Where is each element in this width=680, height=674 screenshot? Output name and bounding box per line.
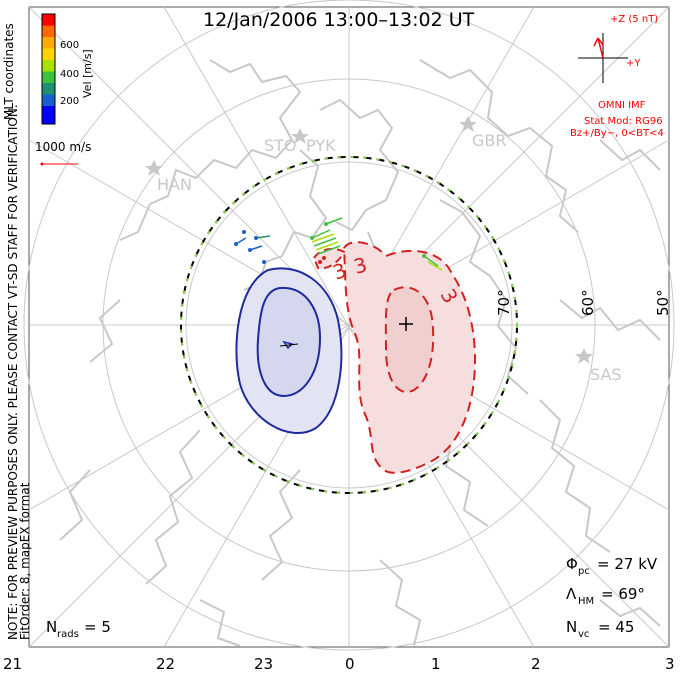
stat-phi-pc: Φ pc = 27 kV <box>566 555 658 577</box>
vector <box>311 229 331 239</box>
station-star-sto <box>291 128 309 144</box>
negative-potential-cell <box>235 267 343 434</box>
latitude-label-60: 60° <box>579 289 597 316</box>
vector <box>255 235 271 239</box>
stat-n-rads: N rads = 5 <box>46 618 111 640</box>
colorbar-label: Vel [m/s] <box>81 49 94 98</box>
vector <box>311 233 335 243</box>
imf-z-label: +Z (5 nT) <box>610 14 658 25</box>
imf-y-label: +Y <box>626 58 641 69</box>
imf-condition: Bz+/By−, 0<BT<4 <box>570 128 664 139</box>
imf-clock: +Z (5 nT) +Y OMNI IMF Stat Mod: RG96 Bz+… <box>570 14 664 139</box>
stat-n-vc-sub: vc <box>578 629 589 640</box>
stat-lambda-hm: Λ HM = 69° <box>566 585 645 607</box>
vector <box>427 261 443 271</box>
vector-dot <box>234 242 238 246</box>
mlt-label-0: 0 <box>345 655 355 673</box>
stat-n-vc: N vc = 45 <box>566 618 634 640</box>
vector <box>325 217 343 225</box>
stat-phi-pc-symbol: Φ <box>566 555 578 573</box>
vector-dot <box>322 256 326 260</box>
station-label-sas: SAS <box>590 365 622 384</box>
stat-lambda-hm-sub: HM <box>578 596 594 607</box>
vector-dot <box>262 260 266 264</box>
stat-n-rads-value: = 5 <box>84 618 111 636</box>
station-star-sas <box>575 348 593 364</box>
mlt-label-1: 1 <box>431 655 441 673</box>
imf-model: Stat Mod: RG96 <box>584 116 663 127</box>
mlt-axis: 21 22 23 0 1 2 3 <box>3 655 675 673</box>
vector-dot <box>324 222 328 226</box>
latitude-label-70: 70° <box>495 289 513 316</box>
preview-note: NOTE: FOR PREVIEW PURPOSES ONLY. PLEASE … <box>6 104 20 640</box>
vector-dot <box>318 260 322 264</box>
station-markers <box>145 116 593 364</box>
stat-phi-pc-sub: pc <box>578 566 590 577</box>
imf-vector <box>597 37 604 59</box>
map-title: 12/Jan/2006 13:00–13:02 UT <box>203 9 475 31</box>
positive-cell-inner <box>384 286 435 393</box>
vector-dot <box>242 230 246 234</box>
colorbar-tick-600: 600 <box>60 40 79 51</box>
latitude-label-50: 50° <box>654 289 672 316</box>
stat-lambda-hm-symbol: Λ <box>566 585 577 603</box>
vector <box>313 237 337 247</box>
stat-n-vc-value: = 45 <box>598 618 634 636</box>
mlt-label-23: 23 <box>254 655 273 673</box>
negative-cell-center <box>279 343 299 347</box>
hm-boundary-green <box>180 156 518 494</box>
positive-potential-cell: 3 3 3 <box>312 241 477 474</box>
grid <box>23 0 675 651</box>
stat-n-rads-symbol: N <box>46 618 57 636</box>
vector-dot <box>254 236 258 240</box>
positive-cell-small <box>312 247 346 270</box>
scale-vector <box>40 162 78 166</box>
vector-origins <box>234 222 426 264</box>
station-star-gbr <box>459 116 477 132</box>
vector <box>315 241 339 251</box>
station-star-han <box>145 160 163 176</box>
station-label-han: HAN <box>157 175 192 194</box>
station-labels: HAN STO PYK GBR SAS <box>157 131 622 384</box>
vector-dot <box>248 248 252 252</box>
negative-cell-middle <box>256 286 322 398</box>
imf-source: OMNI IMF <box>598 100 646 111</box>
mlt-label-21: 21 <box>3 655 22 673</box>
imf-vector-arrowhead <box>593 37 604 47</box>
station-label-gbr: GBR <box>472 131 507 150</box>
colorbar-tick-200: 200 <box>60 96 79 107</box>
vector <box>249 245 263 251</box>
station-label-pyk: PYK <box>306 136 336 155</box>
coastlines <box>59 59 661 647</box>
velocity-colorbar: 600 400 200 Vel [m/s] <box>41 13 94 125</box>
mlt-label-22: 22 <box>156 655 175 673</box>
fit-note: FitOrder: 8, mapEX format <box>18 482 32 640</box>
mlt-label-2: 2 <box>531 655 541 673</box>
vector-dot <box>422 254 426 258</box>
stat-lambda-hm-value: = 69° <box>601 585 645 603</box>
mlt-label-3: 3 <box>665 655 675 673</box>
vector <box>317 245 341 255</box>
vector-dot <box>310 236 314 240</box>
stat-n-rads-sub: rads <box>57 629 79 640</box>
coordinates-label: MLT coordinates <box>2 23 16 120</box>
station-label-sto: STO <box>264 136 297 155</box>
stat-phi-pc-value: = 27 kV <box>597 555 658 573</box>
velocity-vectors <box>235 217 443 271</box>
scale-vector-label: 1000 m/s <box>35 140 91 154</box>
stat-n-vc-symbol: N <box>566 618 577 636</box>
vector <box>423 255 439 267</box>
contour-label-2: 3 <box>351 252 370 278</box>
colorbar-tick-400: 400 <box>60 69 79 80</box>
